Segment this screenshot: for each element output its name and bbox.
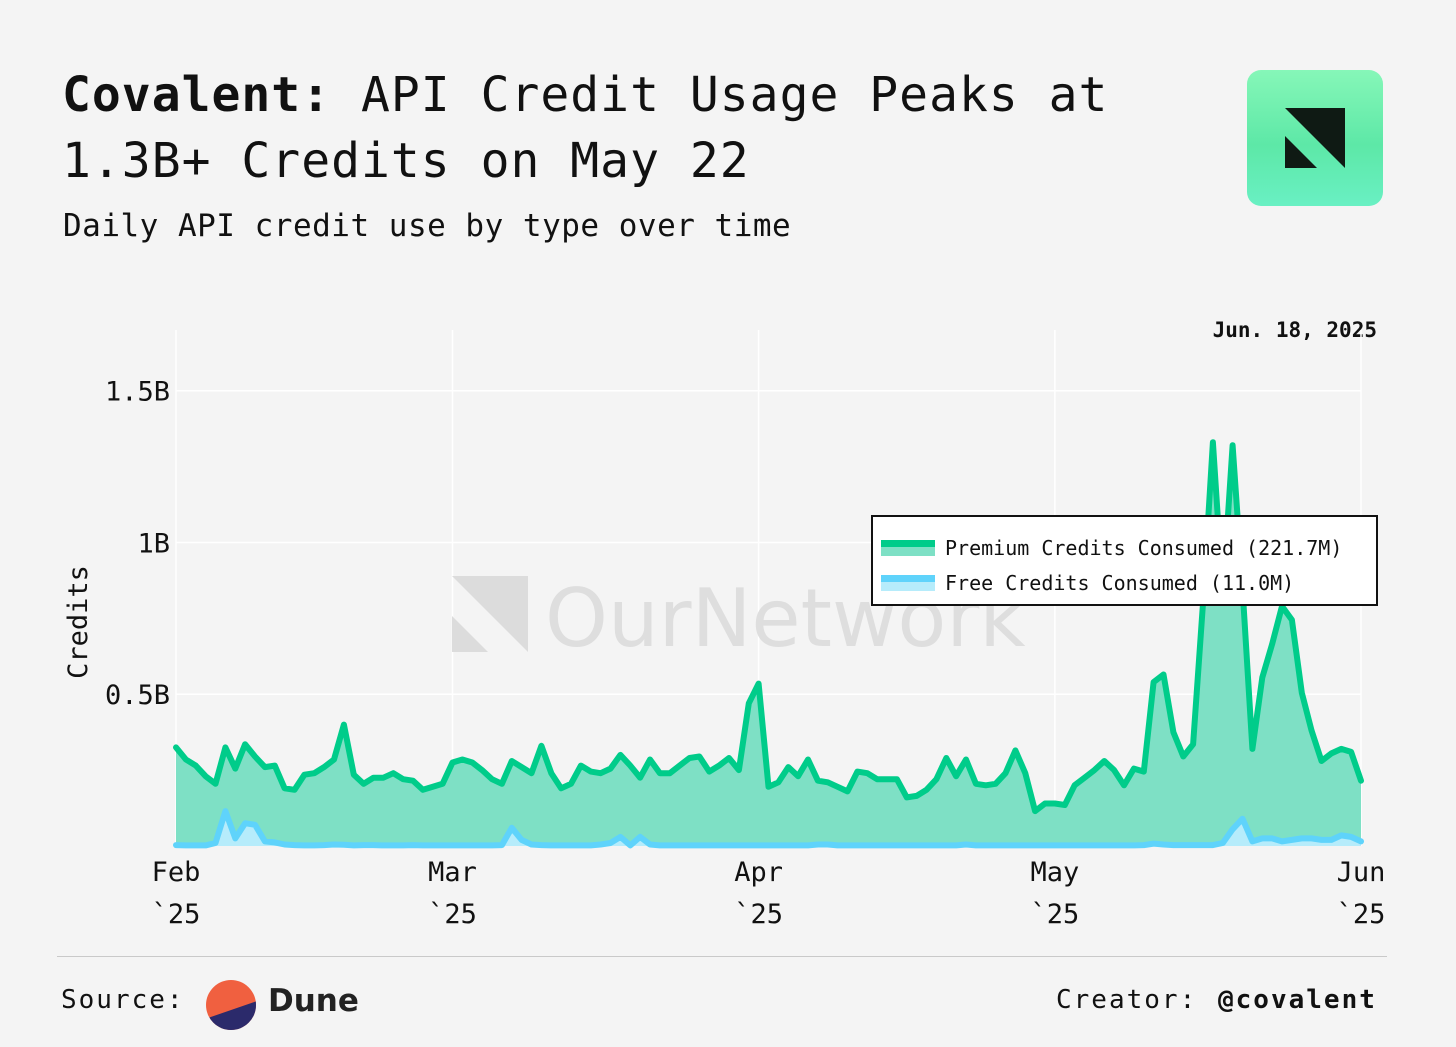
axes-layer: 0.5B 1B 1.5B Feb `25 Mar `25 Apr `25 May `25 Jun `25… [63,377,1385,930]
x-tick-sublabel: `25 [152,899,201,930]
watermark-logo-icon [452,576,528,652]
title-text: API Credit Usage Peaks at 1.3B+ Credits … [62,67,1109,189]
chart-legend: Premium Credits Consumed (221.7M) Free C… [871,515,1378,606]
legend-swatch-premium [881,540,935,556]
x-tick-sublabel: `25 [734,899,783,930]
area-chart: OurNetwork 0.5B1B1.5BFeb`25Mar`25Apr`25M… [63,330,1385,930]
ournetwork-logo [1247,70,1383,206]
chart-title: Covalent: API Credit Usage Peaks at 1.3B… [62,62,1182,194]
snapshot-date: Jun. 18, 2025 [1212,318,1377,342]
ournetwork-logo-icon [1285,108,1345,168]
series-area-premium [176,442,1361,846]
legend-swatch-free [881,575,935,591]
series-line-free [173,808,1364,849]
title-brand: Covalent: [62,67,332,123]
x-tick-label: Apr [734,857,783,888]
source-label: Source: [61,985,185,1015]
y-tick-label: 1B [137,528,170,559]
x-tick-label: Jun [1337,857,1386,888]
chart-subtitle: Daily API credit use by type over time [63,208,792,244]
x-tick-sublabel: `25 [428,899,477,930]
x-tick-label: Feb [152,857,201,888]
legend-item-premium[interactable]: Premium Credits Consumed (221.7M) [881,533,1342,563]
series-layer [173,439,1364,849]
x-tick-sublabel: `25 [1030,899,1079,930]
y-axis-label: Credits [63,565,94,679]
watermark-logo-icon-small [452,616,488,652]
creator-handle[interactable]: @covalent [1218,985,1377,1015]
footer-divider [57,956,1387,957]
source-name[interactable]: Dune [268,983,359,1019]
dune-logo-icon [206,980,256,1030]
legend-label-premium: Premium Credits Consumed (221.7M) [945,536,1343,560]
x-tick-label: Mar [428,857,477,888]
y-tick-label: 0.5B [105,680,170,711]
legend-item-free[interactable]: Free Credits Consumed (11.0M) [881,568,1294,598]
creator-label: Creator: [1056,985,1198,1015]
series-area-free [176,811,1361,846]
x-tick-sublabel: `25 [1337,899,1386,930]
x-tick-label: May [1030,857,1079,888]
legend-label-free: Free Credits Consumed (11.0M) [945,571,1295,595]
series-line-premium [173,439,1364,815]
y-tick-label: 1.5B [105,377,170,408]
